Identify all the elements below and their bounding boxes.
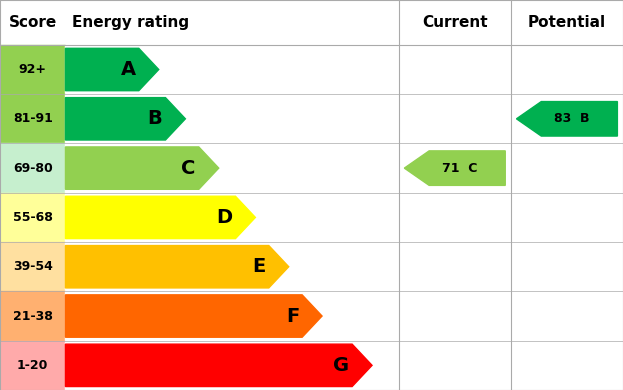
Bar	[65, 291, 623, 341]
Polygon shape	[65, 147, 219, 189]
Bar	[0, 193, 65, 242]
Text: B: B	[148, 109, 163, 128]
Bar	[0, 291, 65, 341]
Bar	[0, 45, 65, 94]
Bar	[0, 144, 65, 193]
Polygon shape	[65, 295, 322, 337]
Bar	[65, 242, 623, 291]
Polygon shape	[404, 151, 505, 185]
Bar	[65, 45, 623, 94]
Text: D: D	[216, 208, 232, 227]
Bar	[65, 341, 623, 390]
Bar	[0, 94, 65, 144]
Text: 83  B: 83 B	[554, 112, 590, 125]
Text: E: E	[252, 257, 265, 276]
Bar	[65, 144, 623, 193]
Polygon shape	[65, 246, 288, 288]
Text: 71  C: 71 C	[442, 161, 477, 175]
Text: 81-91: 81-91	[12, 112, 53, 125]
Text: 39-54: 39-54	[12, 260, 53, 273]
Text: Energy rating: Energy rating	[72, 15, 189, 30]
Polygon shape	[65, 344, 372, 386]
Text: 69-80: 69-80	[13, 161, 52, 175]
Polygon shape	[65, 98, 186, 140]
Bar	[65, 94, 623, 144]
Text: 92+: 92+	[19, 63, 47, 76]
Text: Current: Current	[422, 15, 488, 30]
Polygon shape	[65, 196, 255, 239]
Text: C: C	[181, 159, 196, 177]
Text: 1-20: 1-20	[17, 359, 49, 372]
Bar	[0, 341, 65, 390]
Polygon shape	[516, 101, 617, 136]
Text: 21-38: 21-38	[12, 310, 53, 323]
Bar	[0, 242, 65, 291]
Text: G: G	[333, 356, 349, 375]
Text: Score: Score	[9, 15, 57, 30]
Polygon shape	[65, 48, 159, 91]
Text: F: F	[286, 307, 299, 326]
Text: A: A	[121, 60, 136, 79]
Bar	[65, 193, 623, 242]
Text: 55-68: 55-68	[12, 211, 53, 224]
Text: Potential: Potential	[528, 15, 606, 30]
